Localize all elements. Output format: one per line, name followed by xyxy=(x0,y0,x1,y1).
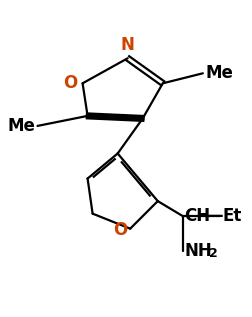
Text: Me: Me xyxy=(7,117,35,135)
Text: CH: CH xyxy=(183,207,209,225)
Text: Et: Et xyxy=(222,207,241,225)
Text: Me: Me xyxy=(205,64,232,82)
Text: —: — xyxy=(205,207,222,225)
Text: N: N xyxy=(120,36,134,55)
Text: NH: NH xyxy=(183,242,211,260)
Text: 2: 2 xyxy=(208,247,217,260)
Text: O: O xyxy=(63,74,77,92)
Text: O: O xyxy=(113,221,127,239)
